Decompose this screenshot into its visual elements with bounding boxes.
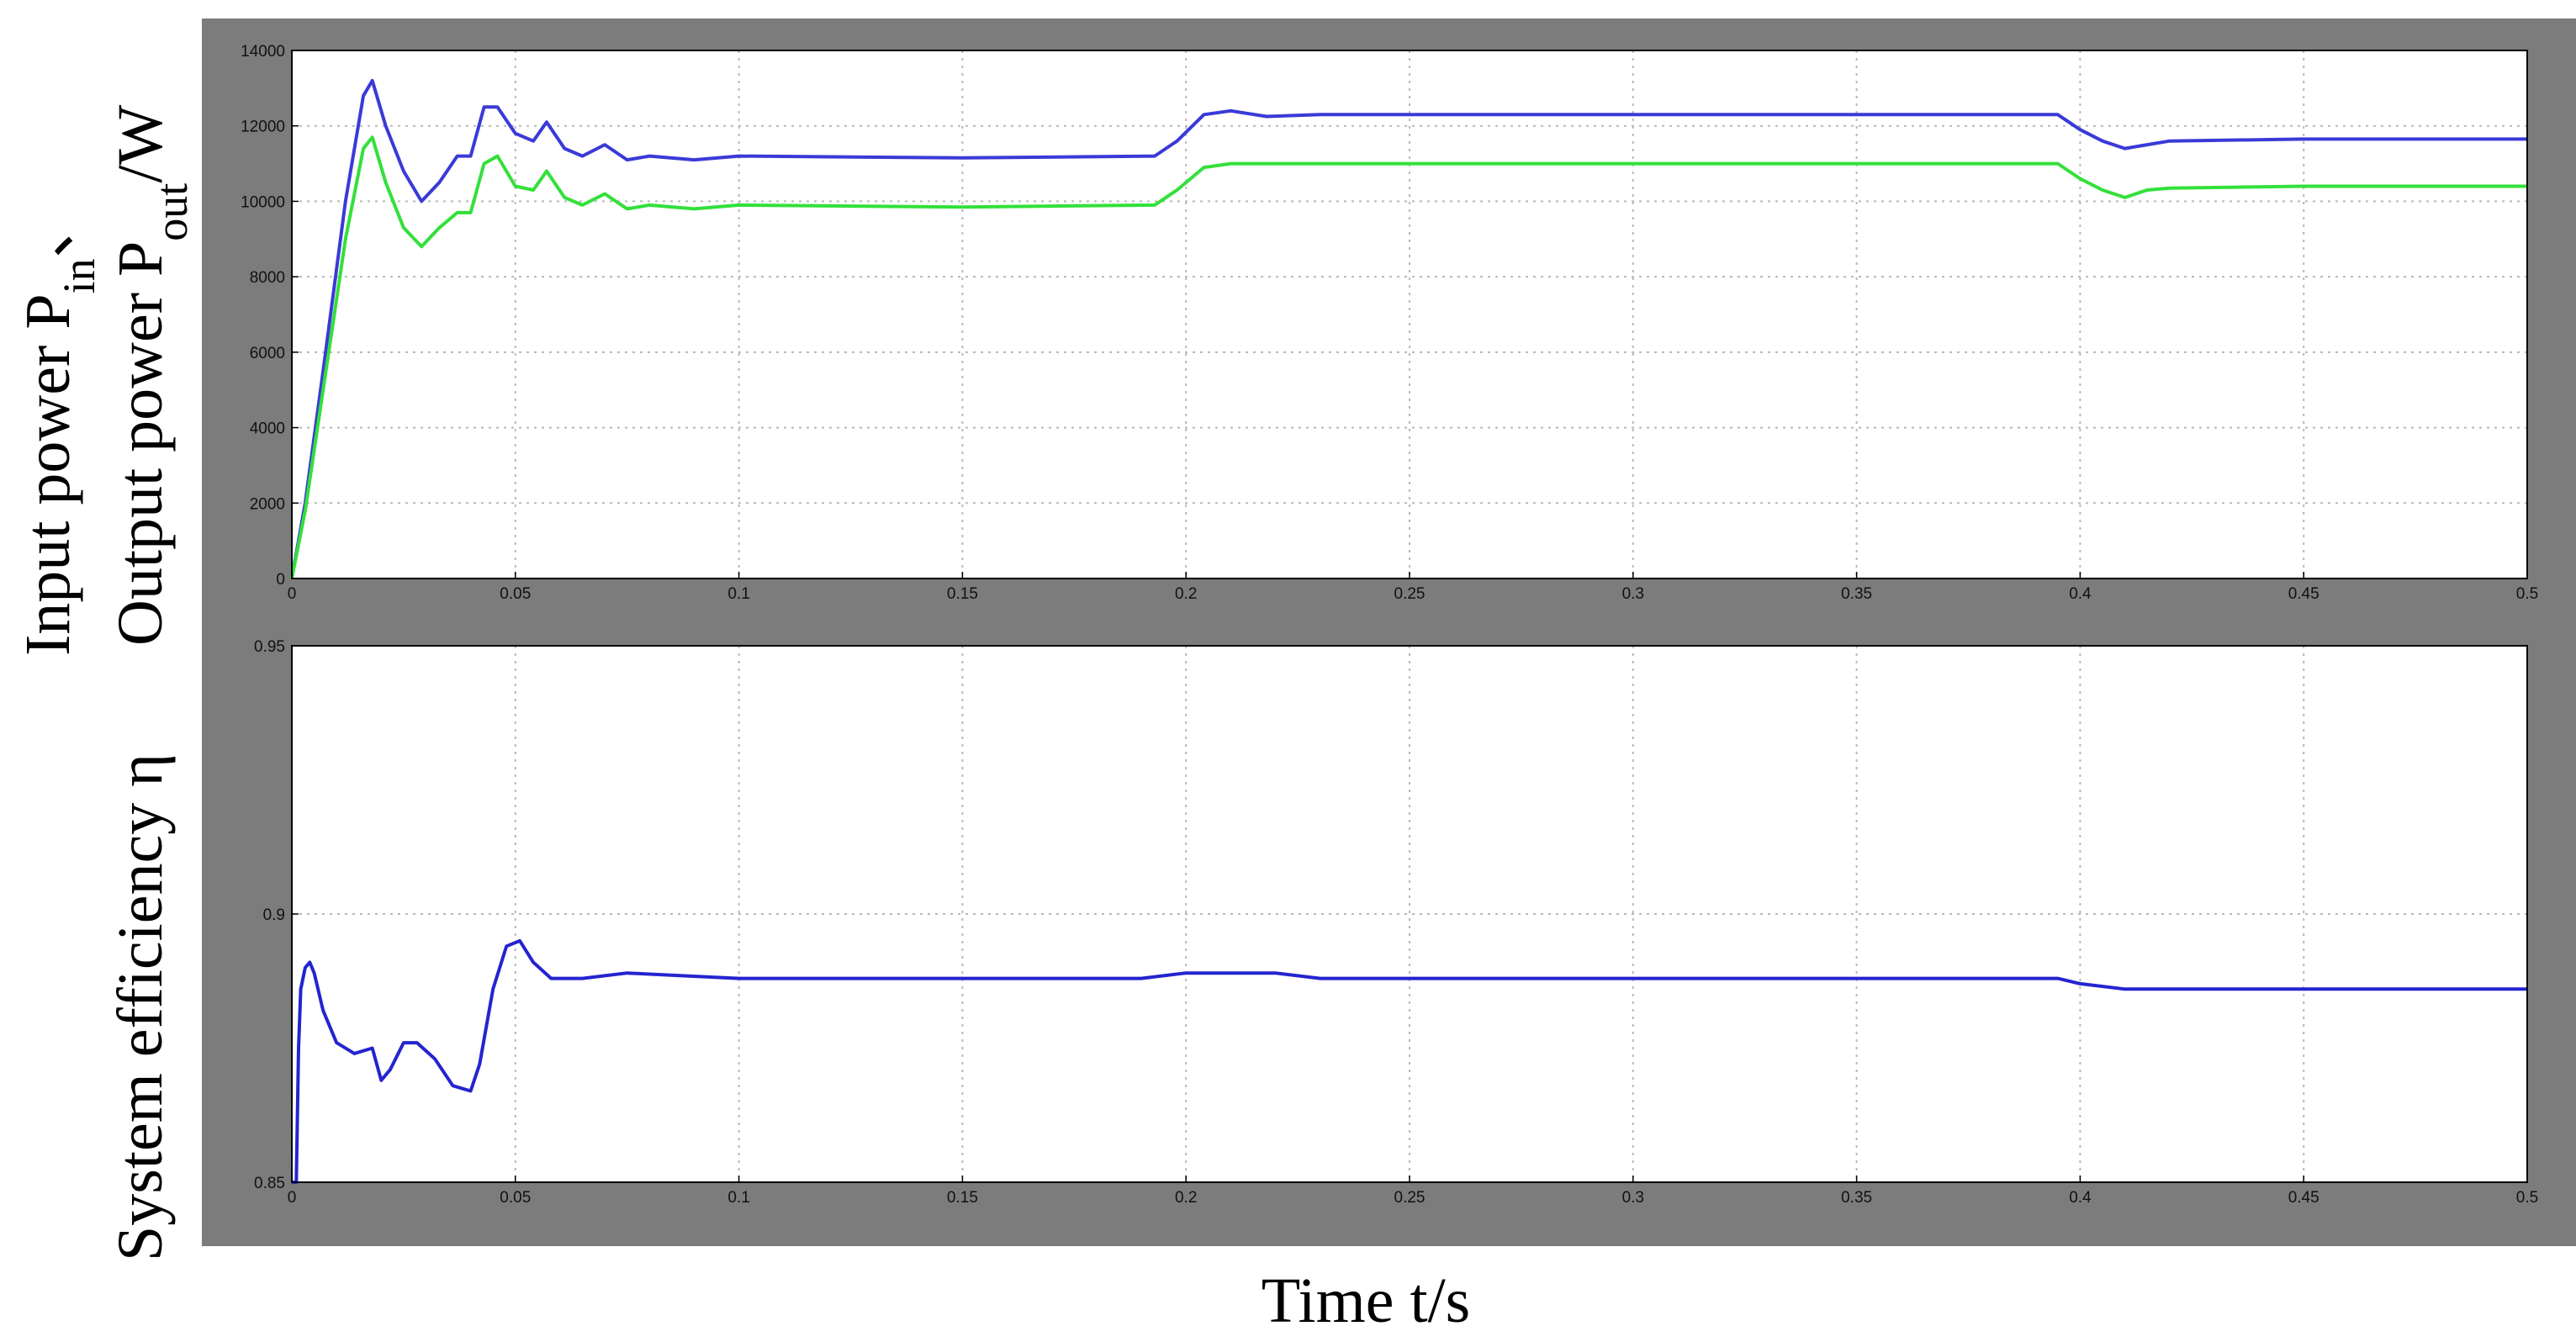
y-tick-label: 6000 <box>250 345 285 362</box>
x-tick-label: 0.15 <box>947 1189 978 1207</box>
x-tick-label: 0.1 <box>727 1189 749 1207</box>
y-tick-label: 0.9 <box>263 906 285 924</box>
x-tick-label: 0.2 <box>1175 1189 1197 1207</box>
series-line-0-1 <box>290 135 2527 579</box>
x-tick-label: 0.5 <box>2516 585 2538 603</box>
axes-frame-0 <box>291 50 2528 579</box>
series-line-0-0 <box>290 78 2527 579</box>
x-tick-label: 0.3 <box>1622 1189 1644 1207</box>
x-tick-label: 0 <box>288 585 297 603</box>
y-axis-label-power: Input power Pin、 <box>13 194 104 656</box>
y-tick-label: 2000 <box>250 495 285 513</box>
y-tick-label: 12000 <box>241 119 285 136</box>
x-tick-label: 0.15 <box>947 585 978 603</box>
x-tick-label: 0.5 <box>2516 1189 2538 1207</box>
x-tick-label: 0.45 <box>2288 585 2319 603</box>
x-tick-label: 0.45 <box>2288 1189 2319 1207</box>
y-tick-label: 14000 <box>241 43 285 61</box>
x-tick-label: 0.25 <box>1394 1189 1426 1207</box>
x-tick-label: 0.25 <box>1394 585 1426 603</box>
x-axis-label: Time t/s <box>1262 1265 1471 1336</box>
y-tick-label: 0 <box>276 571 285 589</box>
x-tick-label: 0 <box>288 1189 297 1207</box>
x-tick-label: 0.1 <box>727 585 749 603</box>
series-line-1-0 <box>292 938 2527 1184</box>
y-tick-label: 10000 <box>241 193 285 211</box>
y-axis-label-efficiency: System efficiency η <box>105 753 176 1261</box>
x-tick-label: 0.35 <box>1841 1189 1872 1207</box>
axes-frame-1 <box>291 645 2528 1183</box>
axes-power: 0 0.05 0.1 0.15 0.2 0.25 0.3 0.35 0.4 0.45 0.5 0 200… <box>241 43 2538 603</box>
y-axis-label-power-output: Output power Pout/W <box>105 105 197 646</box>
x-tick-label: 0.4 <box>2069 1189 2092 1207</box>
x-tick-label: 0.05 <box>500 1189 531 1207</box>
x-tick-label: 0.2 <box>1175 585 1197 603</box>
y-tick-label: 0.85 <box>254 1175 285 1192</box>
y-tick-label: 0.95 <box>254 638 285 656</box>
x-tick-label: 0.35 <box>1841 585 1872 603</box>
y-tick-label: 8000 <box>250 269 285 287</box>
x-tick-label: 0.05 <box>500 585 531 603</box>
axes-efficiency: 0 0.05 0.1 0.15 0.2 0.25 0.3 0.35 0.4 0.45 0.5 0.85… <box>254 638 2538 1207</box>
x-tick-label: 0.3 <box>1622 585 1644 603</box>
y-tick-label: 4000 <box>250 420 285 438</box>
x-tick-label: 0.4 <box>2069 585 2092 603</box>
